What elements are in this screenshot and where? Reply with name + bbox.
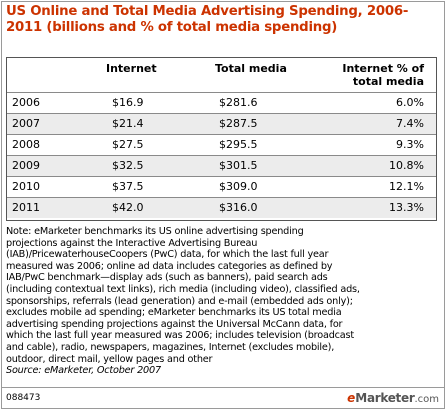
table-row: 2011 $42.0 $316.0 13.3% <box>7 197 436 218</box>
note-line: sponsorships, referrals (lead generation… <box>6 295 353 307</box>
header-internet: Internet <box>106 62 157 75</box>
note-line: Note: eMarketer benchmarks its US online… <box>6 226 304 237</box>
cell-internet-pct: 10.8% <box>389 159 424 172</box>
footer: 088473 eMarketer.com <box>1 387 445 409</box>
cell-internet-pct: 6.0% <box>396 96 424 109</box>
cell-year: 2007 <box>12 117 40 130</box>
note-line: excludes mobile ad spending; eMarketer b… <box>6 307 342 319</box>
cell-internet: $21.4 <box>112 117 144 130</box>
note-line: measured was 2006; online ad data includ… <box>6 260 333 272</box>
note-line: IAB/PwC benchmark—display ads (such as b… <box>6 272 328 284</box>
cell-internet: $32.5 <box>112 159 144 172</box>
emarketer-logo: eMarketer.com <box>347 391 439 405</box>
note-line: projections against the Interactive Adve… <box>6 237 258 249</box>
cell-year: 2011 <box>12 201 40 214</box>
table-row: 2010 $37.5 $309.0 12.1% <box>7 176 436 197</box>
cell-total-media: $295.5 <box>219 138 258 151</box>
header-internet-pct: Internet % of total media <box>342 62 424 88</box>
cell-internet-pct: 13.3% <box>389 201 424 214</box>
note-line: outdoor, direct mail, yellow pages and o… <box>6 353 213 365</box>
cell-internet: $42.0 <box>112 201 144 214</box>
cell-year: 2009 <box>12 159 40 172</box>
note-line: (including contextual text links), rich … <box>6 283 360 295</box>
cell-internet-pct: 9.3% <box>396 138 424 151</box>
cell-year: 2006 <box>12 96 40 109</box>
table-row: 2008 $27.5 $295.5 9.3% <box>7 134 436 155</box>
cell-total-media: $309.0 <box>219 180 258 193</box>
data-table: Internet Total media Internet % of total … <box>6 57 437 221</box>
cell-total-media: $316.0 <box>219 201 258 214</box>
chart-title: US Online and Total Media Advertising Sp… <box>6 4 409 35</box>
cell-internet: $16.9 <box>112 96 144 109</box>
table-row: 2007 $21.4 $287.5 7.4% <box>7 113 436 134</box>
header-total-media: Total media <box>215 62 287 75</box>
cell-total-media: $281.6 <box>219 96 258 109</box>
table-row: 2006 $16.9 $281.6 6.0% <box>7 92 436 113</box>
cell-internet: $37.5 <box>112 180 144 193</box>
note-line: advertising spending projections against… <box>6 318 343 330</box>
cell-internet: $27.5 <box>112 138 144 151</box>
cell-internet-pct: 7.4% <box>396 117 424 130</box>
cell-year: 2008 <box>12 138 40 151</box>
note-line: (IAB)/PricewaterhouseCoopers (PwC) data,… <box>6 249 329 261</box>
note-line: and cable), radio, newspapers, magazines… <box>6 341 335 353</box>
cell-total-media: $287.5 <box>219 117 258 130</box>
note-line: which the last full year measured was 20… <box>6 330 354 342</box>
source-text: Source: eMarketer, October 2007 <box>6 365 161 377</box>
table-row: 2009 $32.5 $301.5 10.8% <box>7 155 436 176</box>
cell-total-media: $301.5 <box>219 159 258 172</box>
chart-code: 088473 <box>6 393 41 403</box>
cell-internet-pct: 12.1% <box>389 180 424 193</box>
table-header: Internet Total media Internet % of total … <box>7 58 436 92</box>
table-note: Note: eMarketer benchmarks its US online… <box>6 226 442 377</box>
cell-year: 2010 <box>12 180 40 193</box>
